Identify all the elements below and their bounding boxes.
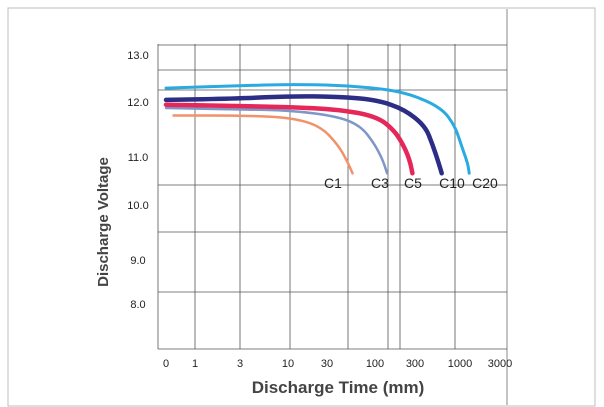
curve-label-c1: C1 (324, 175, 342, 191)
curve-labels: C1 C3 C5 C10 C20 (324, 175, 498, 191)
x-tick-label: 3000 (488, 358, 512, 370)
x-axis-title: Discharge Time (mm) (252, 378, 425, 397)
x-tick-label: 10 (282, 358, 294, 370)
y-tick-label: 10.0 (127, 200, 148, 212)
x-tick-label: 100 (366, 358, 384, 370)
x-tick-label: 30 (321, 358, 333, 370)
series-line-c10 (163, 94, 444, 176)
chart-border (7, 7, 596, 407)
y-tick-label: 8.0 (130, 299, 145, 311)
series-line-c20 (164, 83, 471, 175)
x-tick-labels: 0 1 3 10 30 100 300 1000 3000 (163, 358, 512, 370)
y-tick-label: 11.0 (128, 152, 149, 164)
x-tick-label: 0 (163, 358, 169, 370)
series-lines (163, 83, 471, 176)
curve-label-c3: C3 (371, 175, 389, 191)
y-tick-label: 13.0 (127, 50, 148, 62)
curve-label-c10: C10 (439, 175, 465, 191)
y-tick-label: 12.0 (127, 97, 148, 109)
curve-label-c5: C5 (404, 175, 422, 191)
x-tick-label: 1 (192, 358, 198, 370)
curve-label-c20: C20 (472, 175, 498, 191)
series-line-c3 (164, 106, 389, 175)
grid (157, 44, 507, 350)
series-line-c5 (163, 102, 415, 176)
y-tick-labels: 13.0 12.0 11.0 10.0 9.0 8.0 (127, 50, 148, 311)
x-tick-label: 300 (406, 358, 424, 370)
x-tick-label: 3 (237, 358, 243, 370)
y-tick-label: 9.0 (130, 255, 145, 267)
y-axis-title: Discharge Voltage (95, 157, 112, 287)
series-line-c1 (172, 114, 354, 175)
x-tick-label: 1000 (448, 358, 472, 370)
